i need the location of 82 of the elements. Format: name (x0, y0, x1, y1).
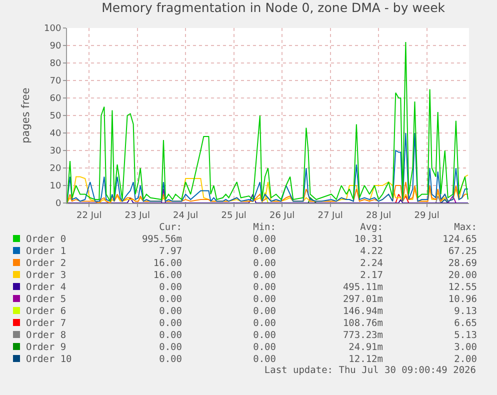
legend-label: Order 0 (25, 234, 68, 246)
text: 0.00 (252, 258, 276, 270)
text: 995.56m (140, 234, 182, 246)
text: Cur: (158, 222, 182, 234)
text: Last update: Thu Jul 30 09:00:49 2026 (264, 365, 476, 376)
text: 0.00 (252, 270, 276, 282)
text: 0.00 (158, 306, 182, 318)
legend-label: Order 1 (25, 246, 68, 258)
text: 67.25 (447, 246, 477, 258)
line-series (395, 194, 410, 203)
text: 7.97 (158, 246, 182, 258)
text: 4.22 (359, 246, 383, 258)
text: 2.17 (359, 270, 383, 282)
text: 495.11m (342, 282, 383, 294)
text: 0.00 (252, 354, 276, 366)
text: 24.91m (348, 342, 383, 354)
text: 124.65 (442, 234, 477, 246)
text: 12.55 (447, 282, 477, 294)
text: 20.00 (447, 270, 477, 282)
text: Max: (453, 222, 477, 234)
legend-label: Order 3 (25, 270, 68, 282)
text: 2.24 (359, 258, 383, 270)
y-tick-label: 30 (50, 146, 62, 157)
text: 6.65 (453, 318, 477, 330)
x-tick-label: 26 Jul (269, 210, 295, 221)
legend-label: Order 10 (25, 354, 73, 366)
text: 297.01m (342, 294, 383, 306)
y-tick-label: 50 (50, 112, 62, 122)
legend-label: Order 7 (25, 318, 68, 330)
legend-label: Order 4 (25, 282, 68, 294)
text: 0.00 (252, 306, 276, 318)
y-axis-title: pages free (20, 88, 32, 144)
text: 0.00 (252, 342, 276, 354)
y-tick-label: 60 (50, 94, 62, 104)
text: Min: (252, 222, 276, 234)
y-tick-label: 10 (50, 182, 62, 192)
text: 9.13 (453, 306, 477, 318)
text: 773.23m (342, 330, 383, 342)
y-tick-label: 40 (50, 129, 62, 140)
y-tick-label: 90 (50, 42, 62, 52)
text: 108.76m (342, 318, 383, 330)
text: 0.00 (252, 246, 276, 258)
chart-title: Memory fragmentation in Node 0, zone DMA - by week (102, 0, 446, 16)
legend-label: Order 9 (25, 342, 68, 354)
text: 16.00 (152, 270, 182, 282)
y-tick-label: 80 (50, 59, 62, 70)
legend-label: Order 2 (25, 258, 68, 270)
legend-label: Order 6 (25, 306, 68, 318)
text: 0.00 (252, 294, 276, 306)
text: 10.96 (447, 294, 477, 306)
x-tick-label: 28 Jul (366, 210, 392, 221)
text: 12.12m (348, 354, 383, 366)
text: 10.31 (353, 234, 383, 246)
x-tick-label: 27 Jul (318, 210, 343, 221)
text: 0.00 (252, 234, 276, 246)
x-tick-label: 24 Jul (173, 210, 198, 221)
y-tick-label: 20 (50, 164, 62, 174)
text: 2.00 (453, 354, 477, 366)
text: 0.00 (158, 330, 182, 342)
x-tick-label: 29 Jul (414, 210, 440, 221)
text: 0.00 (252, 318, 276, 330)
text: 0.00 (158, 342, 182, 354)
legend-label: Order 5 (25, 294, 68, 306)
text: 0.00 (158, 354, 182, 366)
text: 5.13 (453, 330, 477, 342)
legend-label: Order 8 (25, 330, 68, 342)
y-tick-label: 100 (44, 24, 62, 34)
x-tick-label: 22 Jul (76, 210, 102, 221)
text: 0.00 (252, 330, 276, 342)
text: 146.94m (342, 306, 383, 318)
text: 16.00 (152, 258, 182, 270)
y-tick-label: 0 (55, 199, 62, 210)
text: 3.00 (453, 342, 477, 354)
x-tick-label: 25 Jul (221, 210, 246, 221)
text: Avg: (359, 222, 383, 234)
text: 28.69 (447, 258, 477, 270)
y-tick-label: 70 (50, 76, 62, 87)
text: 0.00 (252, 282, 276, 294)
text: 0.00 (158, 294, 182, 306)
text: 0.00 (158, 282, 182, 294)
text: 0.00 (158, 318, 182, 330)
x-tick-label: 23 Jul (124, 210, 150, 221)
